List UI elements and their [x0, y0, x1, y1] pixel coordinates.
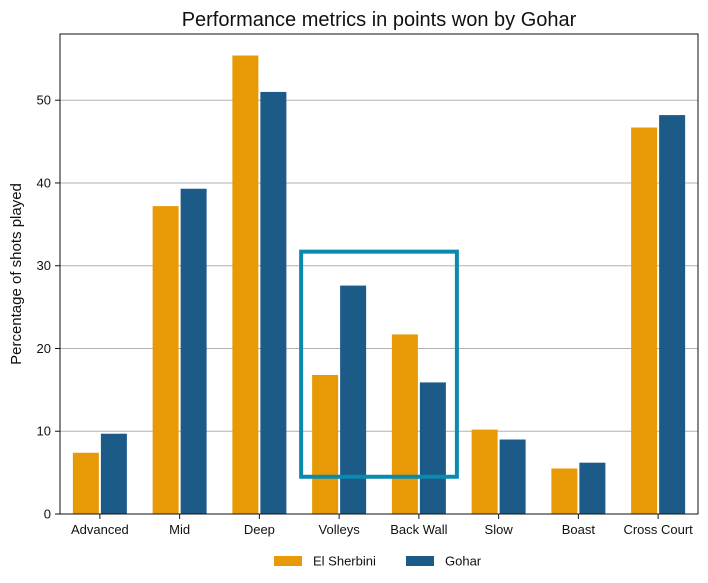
- bar: [232, 55, 259, 514]
- y-axis-ticks: 0 10 20 30 40 50: [37, 93, 60, 522]
- bar: [551, 468, 578, 514]
- legend: El Sherbini Gohar: [274, 554, 482, 569]
- x-tick-label: Cross Court: [623, 522, 693, 537]
- x-tick-label: Back Wall: [390, 522, 447, 537]
- bar: [340, 285, 367, 514]
- y-tick-label: 20: [37, 341, 51, 356]
- legend-swatch: [274, 556, 302, 566]
- bar: [100, 433, 127, 514]
- x-tick-label: Slow: [485, 522, 514, 537]
- x-axis-ticks: Advanced Mid Deep Volleys Back Wall Slow Boast…: [71, 514, 693, 537]
- x-tick-label: Boast: [562, 522, 596, 537]
- x-tick-label: Advanced: [71, 522, 129, 537]
- x-tick-label: Volleys: [319, 522, 361, 537]
- highlight-box: [299, 249, 459, 479]
- bar: [152, 206, 179, 514]
- bar: [471, 429, 498, 514]
- bar: [659, 115, 686, 514]
- legend-label: Gohar: [445, 554, 482, 569]
- bar: [499, 439, 526, 514]
- bars: [72, 55, 686, 515]
- bar: [260, 91, 287, 515]
- y-tick-label: 30: [37, 258, 51, 273]
- bar: [180, 188, 207, 515]
- bar: [72, 452, 99, 514]
- y-tick-label: 10: [37, 424, 51, 439]
- plot-frame: [59, 33, 699, 515]
- bar: [631, 127, 658, 514]
- legend-label: El Sherbini: [313, 554, 376, 569]
- y-tick-label: 40: [37, 175, 51, 190]
- x-tick-label: Mid: [169, 522, 190, 537]
- x-tick-label: Deep: [244, 522, 275, 537]
- bar: [312, 374, 339, 514]
- legend-swatch: [406, 556, 434, 566]
- bar: [579, 462, 606, 514]
- bar: [391, 334, 418, 514]
- y-tick-label: 0: [44, 507, 51, 522]
- y-axis-label: Percentage of shots played: [8, 183, 25, 365]
- chart-title: Performance metrics in points won by Goh…: [182, 9, 577, 31]
- y-tick-label: 50: [37, 93, 51, 108]
- bar: [419, 382, 446, 514]
